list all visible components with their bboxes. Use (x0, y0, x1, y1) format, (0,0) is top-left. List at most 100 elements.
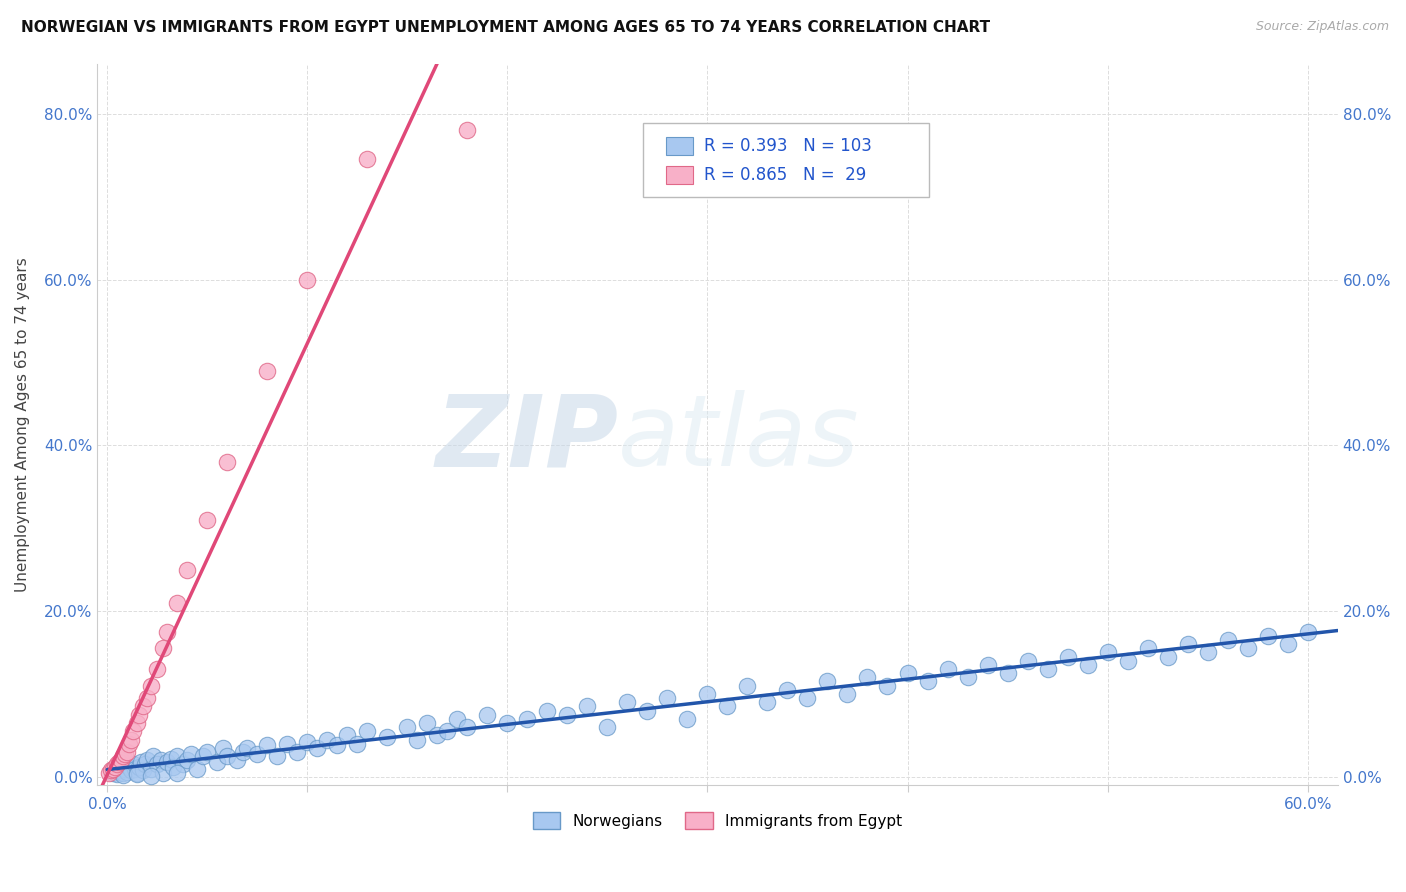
Point (456, 720, 478, 734)
Point (716, 699, 738, 714)
Point (576, 699, 599, 714)
Point (118, 737, 141, 751)
Point (129, 755, 152, 769)
Point (477, 707, 499, 722)
Point (146, 662, 169, 676)
Point (375, 730, 398, 744)
Point (256, 364, 278, 378)
Point (1236, 641, 1258, 656)
Point (657, 691, 679, 706)
Point (496, 715, 519, 730)
Point (856, 670, 879, 684)
Point (160, 751, 183, 765)
Point (156, 624, 179, 639)
Point (114, 747, 136, 761)
Point (110, 753, 132, 767)
Point (1156, 649, 1178, 664)
Point (127, 715, 149, 730)
Point (117, 764, 139, 779)
Point (207, 755, 229, 769)
Point (142, 749, 165, 764)
Point (1097, 645, 1119, 659)
Point (166, 766, 188, 780)
Point (876, 679, 898, 693)
Point (217, 455, 239, 469)
Point (956, 670, 979, 684)
Point (1136, 641, 1159, 656)
Point (516, 712, 538, 726)
Point (127, 767, 149, 781)
Point (166, 749, 188, 764)
Point (1277, 637, 1299, 651)
Point (232, 745, 254, 759)
Point (616, 695, 638, 709)
Point (176, 753, 198, 767)
Point (737, 679, 759, 693)
Point (212, 740, 235, 755)
Point (817, 674, 839, 689)
Point (117, 745, 139, 759)
Point (1036, 662, 1059, 676)
Point (997, 666, 1019, 681)
Point (266, 749, 288, 764)
Point (132, 763, 155, 777)
Legend: Norwegians, Immigrants from Egypt: Norwegians, Immigrants from Egypt (526, 806, 908, 835)
Point (112, 749, 135, 764)
Point (776, 682, 799, 697)
Point (446, 712, 468, 726)
Point (217, 749, 239, 764)
Point (176, 563, 198, 577)
Point (396, 720, 419, 734)
Point (127, 765, 149, 780)
Point (236, 740, 259, 755)
Point (166, 596, 188, 610)
Point (98, 765, 121, 780)
Y-axis label: Unemployment Among Ages 65 to 74 years: Unemployment Among Ages 65 to 74 years (15, 257, 30, 592)
Point (118, 760, 141, 774)
Point (186, 762, 208, 776)
Point (136, 691, 159, 706)
Point (456, 123, 478, 137)
Text: R = 0.393   N = 103: R = 0.393 N = 103 (704, 136, 872, 154)
Point (436, 724, 458, 739)
Point (596, 720, 619, 734)
Point (1216, 633, 1239, 648)
Point (297, 735, 319, 749)
Point (103, 765, 125, 780)
Point (356, 153, 378, 167)
Point (837, 687, 859, 701)
Point (936, 662, 959, 676)
Point (557, 707, 579, 722)
Point (976, 657, 998, 672)
Point (141, 769, 163, 783)
Point (636, 704, 658, 718)
Point (128, 760, 150, 774)
Point (256, 739, 278, 753)
Point (307, 740, 329, 755)
Point (1116, 654, 1139, 668)
Point (193, 749, 215, 764)
Point (120, 763, 142, 777)
Point (141, 679, 163, 693)
Point (1017, 654, 1039, 668)
Point (105, 767, 128, 781)
Point (316, 732, 339, 747)
Point (124, 762, 146, 776)
Point (108, 755, 131, 769)
Point (426, 728, 449, 742)
Point (195, 513, 218, 527)
Point (896, 666, 918, 681)
Point (285, 745, 308, 759)
Point (152, 641, 174, 656)
Point (276, 737, 298, 751)
Text: atlas: atlas (619, 391, 860, 488)
Point (326, 739, 349, 753)
Point (536, 704, 558, 718)
Point (103, 762, 125, 776)
Point (122, 724, 145, 739)
Point (336, 728, 359, 742)
Point (756, 695, 779, 709)
Point (152, 765, 174, 780)
Point (1056, 649, 1078, 664)
Point (297, 272, 319, 286)
